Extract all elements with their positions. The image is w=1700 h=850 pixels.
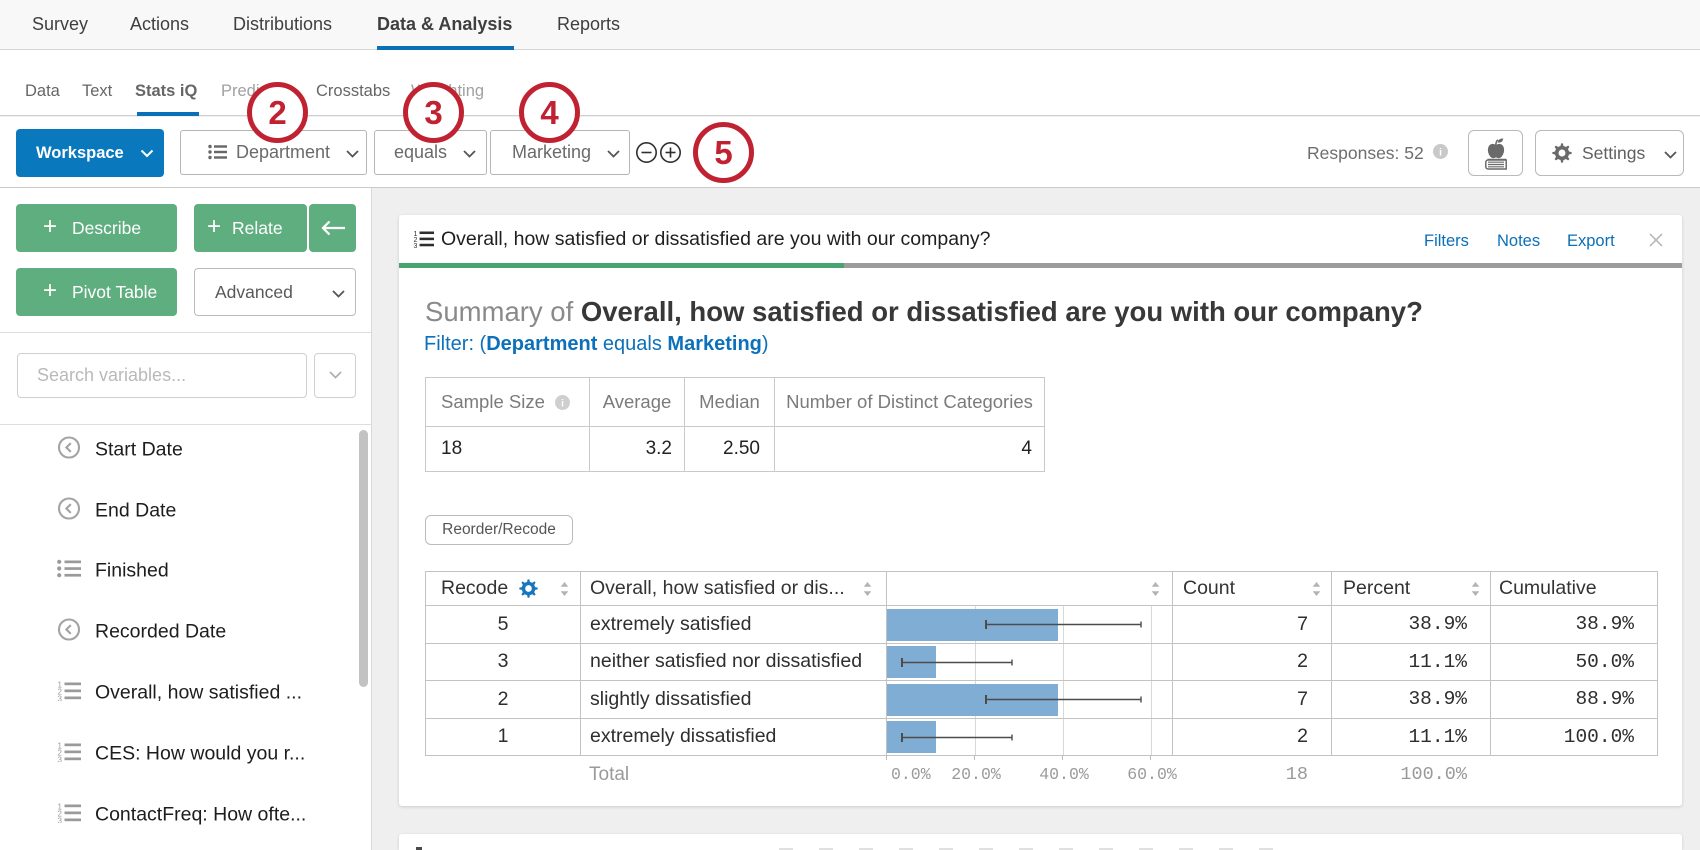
svg-text:1: 1 (413, 231, 417, 238)
svg-text:i: i (561, 398, 564, 409)
svg-text:1: 1 (58, 742, 63, 751)
svg-text:2: 2 (58, 749, 63, 758)
svg-text:3: 3 (58, 756, 63, 763)
svg-text:1: 1 (58, 681, 63, 690)
svg-text:3: 3 (58, 817, 63, 824)
svg-text:i: i (1439, 147, 1442, 158)
svg-text:1: 1 (58, 803, 63, 812)
svg-text:2: 2 (413, 237, 417, 244)
svg-text:2: 2 (58, 688, 63, 697)
svg-text:2: 2 (58, 810, 63, 819)
svg-text:3: 3 (58, 695, 63, 702)
svg-text:3: 3 (413, 243, 417, 248)
